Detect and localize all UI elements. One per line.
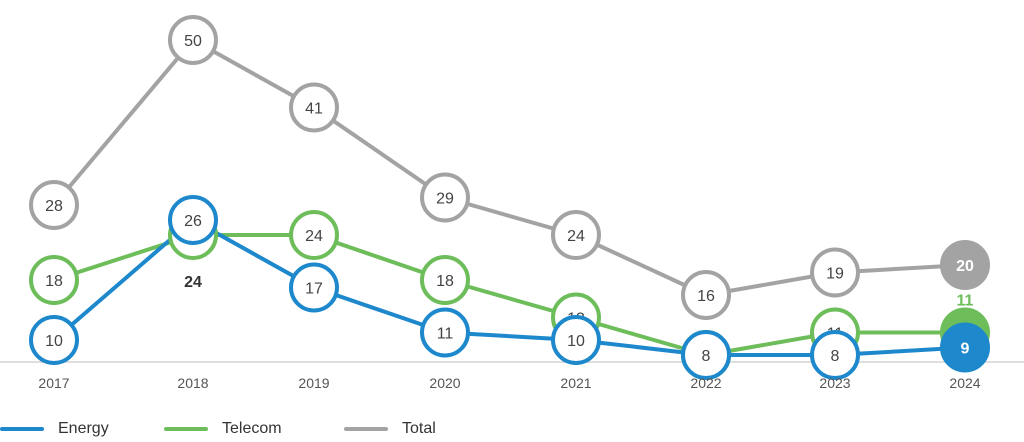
data-label-total-2020: 29: [436, 191, 454, 208]
data-label-telecom-2018: 24: [184, 274, 202, 291]
marker-circle: [681, 270, 731, 320]
data-label-telecom-2019: 24: [305, 228, 323, 245]
legend-item-total: Total: [344, 420, 436, 438]
marker-circle: [29, 255, 79, 305]
marker-circle: [29, 315, 79, 365]
marker-energy-2019: 17: [289, 262, 339, 313]
marker-telecom-2019: 24: [289, 210, 339, 260]
marker-total-2021: 24: [551, 210, 601, 260]
data-label-total-2017: 28: [45, 198, 63, 215]
x-tick-2023: 2023: [819, 375, 850, 391]
x-tick-2018: 2018: [177, 375, 208, 391]
data-label-telecom-2024: 11: [957, 293, 974, 310]
marker-circle: [551, 315, 601, 365]
marker-total-2017: 28: [29, 180, 79, 230]
data-label-total-2019: 41: [305, 101, 323, 118]
marker-circle: [289, 262, 339, 313]
data-label-energy-2019: 17: [305, 281, 323, 298]
legend-label-energy: Energy: [58, 420, 109, 437]
marker-telecom-2020: 18: [420, 255, 470, 305]
legend-swatch-total: [344, 427, 388, 431]
marker-circle: [940, 322, 990, 373]
data-label-energy-2020: 11: [437, 326, 454, 343]
data-label-energy-2024: 9: [961, 341, 970, 358]
data-label-total-2023: 19: [826, 266, 844, 283]
marker-energy-2024: 9: [940, 322, 990, 373]
marker-circle: [810, 330, 860, 380]
data-label-total-2021: 24: [567, 228, 585, 245]
marker-circle: [420, 307, 470, 358]
x-tick-2019: 2019: [298, 375, 329, 391]
marker-telecom-2017: 18: [29, 255, 79, 305]
marker-circle: [551, 210, 601, 260]
legend-swatch-energy: [0, 427, 44, 431]
data-label-telecom-2020: 18: [436, 273, 454, 290]
data-label-energy-2018: 26: [184, 213, 202, 230]
marker-circle: [810, 247, 860, 298]
marker-total-2022: 16: [681, 270, 731, 320]
marker-circle: [168, 195, 218, 245]
line-chart: 2850412924161920182424181381111102617111…: [0, 15, 1024, 391]
marker-circle: [420, 172, 470, 223]
marker-circle: [940, 240, 990, 290]
marker-circle: [168, 15, 218, 65]
x-axis-ticks: 2017 2018 2019 2020 2021 2022 2023 2024: [38, 375, 980, 391]
marker-energy-2017: 10: [29, 315, 79, 365]
x-tick-2024: 2024: [949, 375, 980, 391]
marker-energy-2023: 8: [810, 330, 860, 380]
x-tick-2020: 2020: [429, 375, 460, 391]
marker-energy-2018: 26: [168, 195, 218, 245]
series-markers: 2850412924161920182424181381111102617111…: [29, 15, 990, 380]
marker-circle: [289, 210, 339, 260]
legend-label-telecom: Telecom: [222, 420, 282, 437]
x-tick-2022: 2022: [690, 375, 721, 391]
marker-circle: [681, 330, 731, 380]
marker-energy-2022: 8: [681, 330, 731, 380]
x-tick-2017: 2017: [38, 375, 69, 391]
legend-item-energy: Energy: [0, 420, 109, 438]
data-label-total-2022: 16: [697, 288, 715, 305]
marker-total-2020: 29: [420, 172, 470, 223]
marker-total-2024: 20: [940, 240, 990, 290]
data-label-energy-2017: 10: [45, 333, 63, 350]
x-tick-2021: 2021: [560, 375, 591, 391]
marker-total-2019: 41: [289, 82, 339, 133]
marker-circle: [289, 82, 339, 133]
data-label-energy-2021: 10: [567, 333, 585, 350]
marker-total-2018: 50: [168, 15, 218, 65]
marker-energy-2020: 11: [420, 307, 470, 358]
marker-total-2023: 19: [810, 247, 860, 298]
legend-swatch-telecom: [164, 427, 208, 431]
data-label-energy-2023: 8: [831, 348, 840, 365]
marker-energy-2021: 10: [551, 315, 601, 365]
data-label-total-2018: 50: [184, 33, 202, 50]
data-label-telecom-2017: 18: [45, 273, 63, 290]
legend-item-telecom: Telecom: [164, 420, 282, 438]
marker-circle: [420, 255, 470, 305]
legend-label-total: Total: [402, 420, 436, 437]
legend: Energy Telecom Total: [0, 420, 1024, 442]
data-label-energy-2022: 8: [702, 348, 711, 365]
data-label-total-2024: 20: [956, 258, 974, 275]
marker-circle: [29, 180, 79, 230]
